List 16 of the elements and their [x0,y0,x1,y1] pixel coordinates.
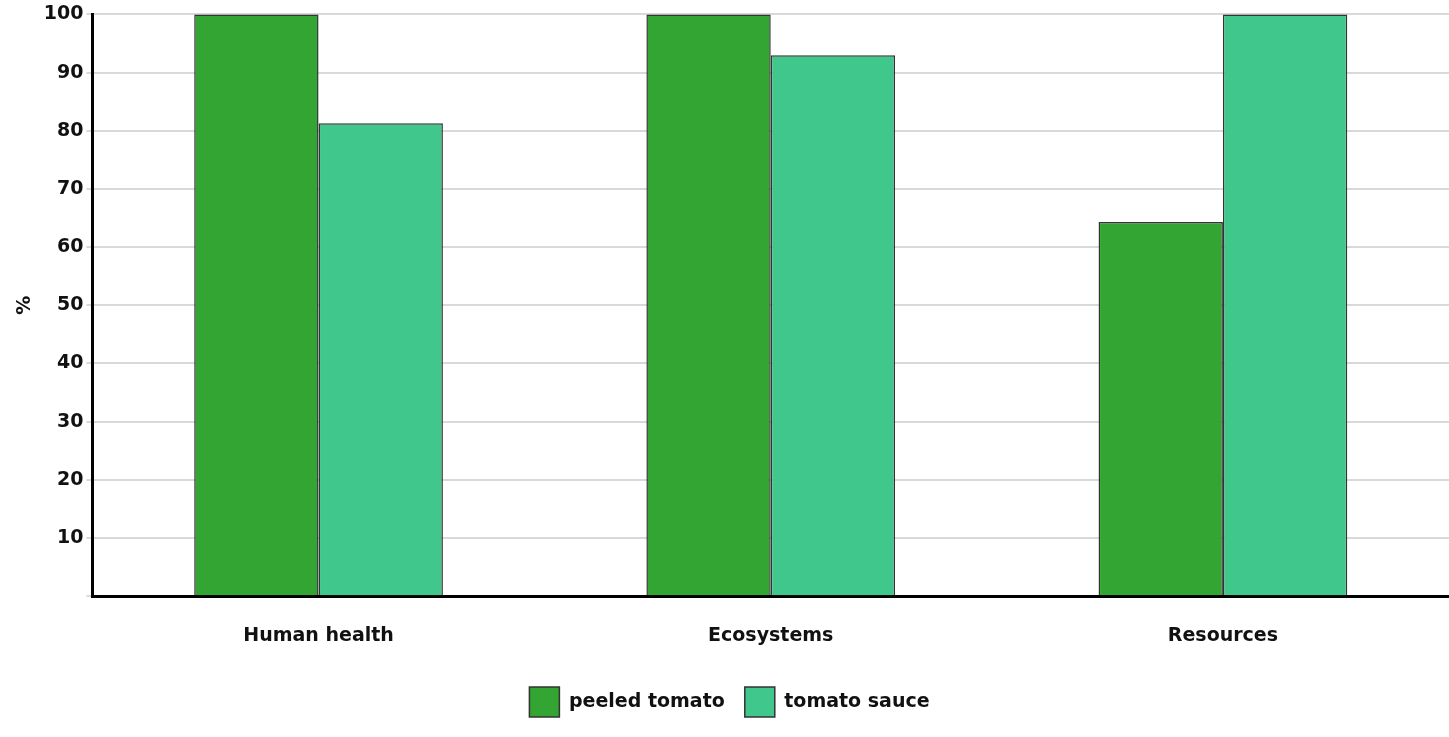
y-tick-label: 80 [57,117,84,140]
y-tick-label: 30 [57,408,84,431]
y-tick-label: 20 [57,466,84,489]
y-tick-label: 70 [57,175,84,198]
x-tick-label: Human health [243,622,394,645]
y-tick-label: 60 [57,234,84,257]
y-tick-label: 100 [43,1,84,24]
y-tick-label: 40 [57,350,84,373]
y-tick-label: 50 [57,292,84,315]
x-tick-label: Resources [1167,622,1279,645]
x-tick-label: Ecosystems [708,622,834,645]
y-tick-label: 10 [57,524,84,547]
y-axis-title: % [12,295,35,315]
legend-label: peeled tomato [568,688,725,711]
y-tick-label: 90 [57,59,84,82]
legend-label: tomato sauce [784,688,930,711]
